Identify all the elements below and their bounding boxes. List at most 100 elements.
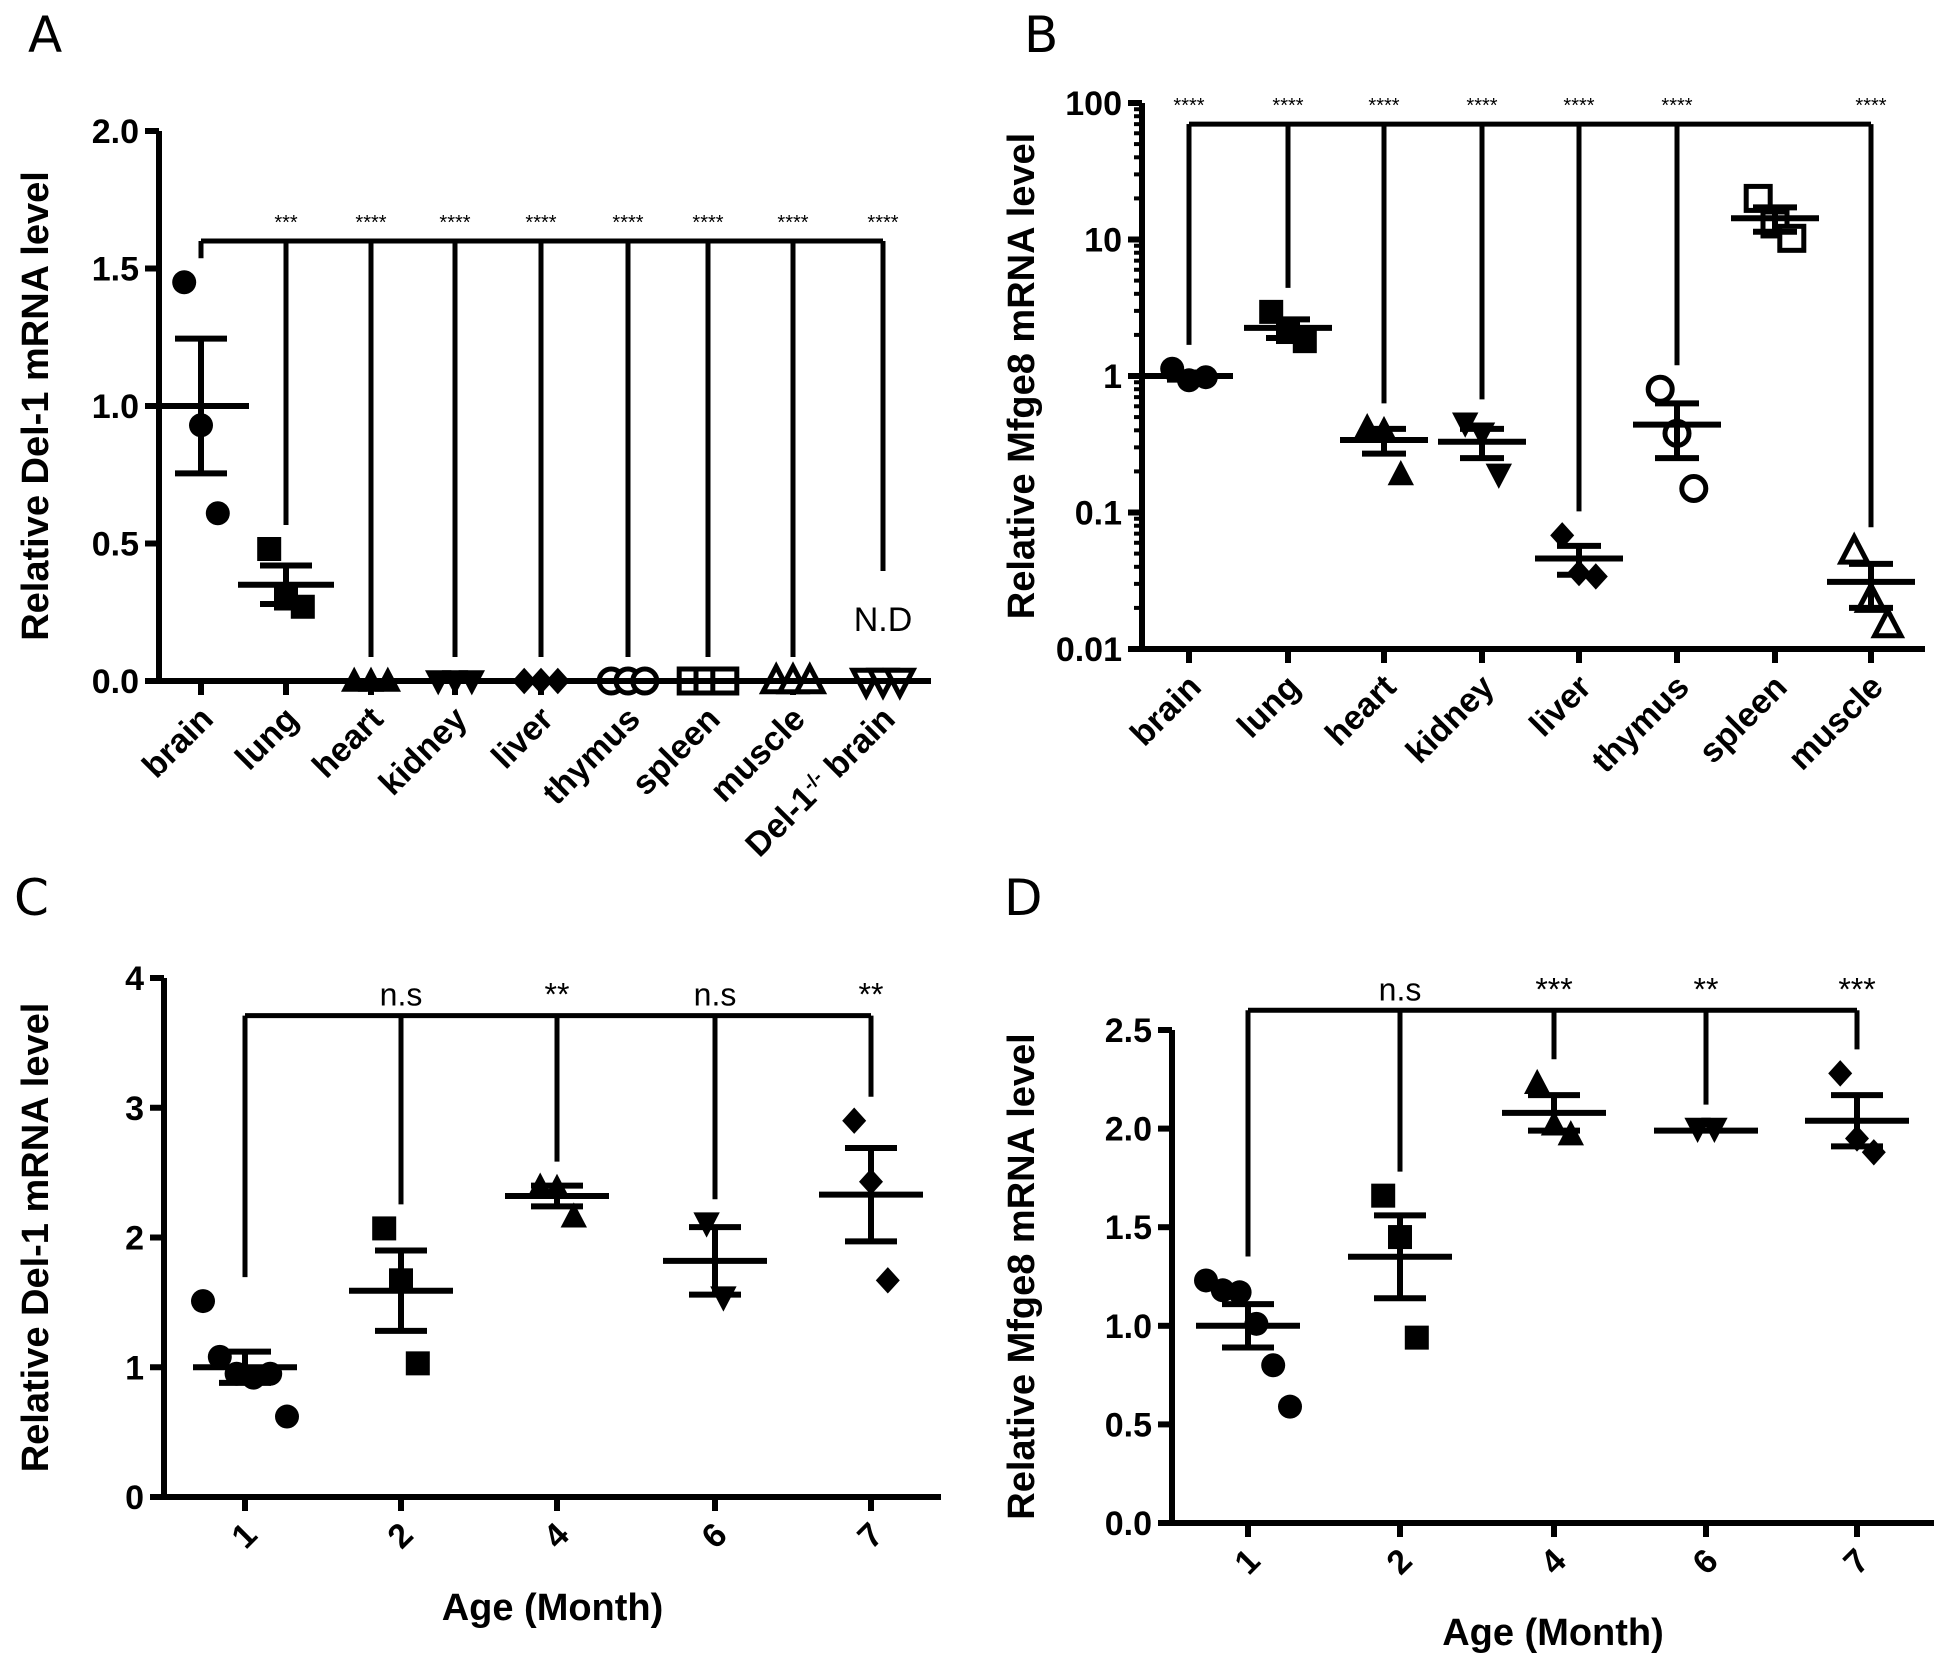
data-point-circle-open	[1645, 374, 1675, 404]
significance-label: ****	[439, 212, 470, 234]
significance-label: **	[859, 977, 884, 1013]
data-point-diamond	[875, 1267, 900, 1294]
y-tick-label: 4	[125, 960, 144, 998]
x-tick-label: thymus	[535, 700, 647, 812]
x-tick-label: lung	[228, 700, 306, 778]
y-tick-label: 3	[125, 1090, 144, 1128]
data-point-square	[405, 1351, 430, 1376]
y-tick-label: 2.5	[1105, 1012, 1152, 1050]
data-point-triangle-up	[1524, 1068, 1551, 1095]
y-axis-title: Relative Mfge8 mRNA level	[1001, 133, 1043, 619]
y-tick-label: 1.5	[92, 251, 139, 289]
x-tick-label: kidney	[1399, 668, 1502, 771]
significance-label: ****	[867, 212, 898, 234]
data-point-triangle-down	[1452, 412, 1479, 438]
panel-a-chart: 0.0 0.5 1.0 1.5 2.0 Relative Del-1 mRNA level…	[15, 113, 931, 864]
significance-label: ****	[777, 212, 808, 234]
significance-label: n.s	[694, 977, 737, 1013]
not-detected-label: N.D	[854, 601, 913, 639]
significance-label: ****	[525, 212, 556, 234]
x-tick-label: 7	[850, 1516, 890, 1556]
data-point-circle	[1261, 1353, 1286, 1378]
y-tick-label: 0	[125, 1479, 144, 1517]
x-tick-label-part: brain	[810, 700, 902, 792]
significance-label: ****	[692, 212, 723, 234]
x-tick-label: 7	[1836, 1542, 1876, 1582]
significance-label: ****	[1173, 95, 1204, 117]
panel-label-b: B	[1024, 6, 1058, 64]
data-point-diamond	[1861, 1139, 1886, 1166]
y-axis-title: Relative Del-1 mRNA level	[15, 171, 57, 641]
significance-label: **	[545, 977, 570, 1013]
panel-label-d: D	[1004, 869, 1043, 927]
data-point-square	[1404, 1325, 1429, 1350]
x-tick-label: lung	[1230, 668, 1308, 746]
y-tick-label: 2.0	[1105, 1111, 1152, 1149]
panel-c-chart: 0 1 2 3 4 Relative Del-1 mRNA level 1 2 4 6 7 Age (…	[15, 960, 941, 1629]
data-point-square	[372, 1216, 397, 1241]
y-tick-label: 1.5	[1105, 1209, 1152, 1247]
x-tick-label: brain	[135, 700, 221, 786]
significance-label: ***	[274, 212, 298, 234]
x-tick-label: spleen	[1692, 668, 1795, 771]
y-tick-label: 1	[1103, 358, 1122, 396]
data-point-square	[1292, 329, 1317, 354]
x-tick-label: 6	[694, 1516, 734, 1556]
y-tick-label: 1	[125, 1349, 144, 1387]
data-point-triangle-up	[1387, 460, 1414, 486]
x-tick-label: kidney	[372, 700, 475, 803]
x-tick-label: 1	[1227, 1542, 1267, 1582]
data-point-circle-open	[1679, 473, 1709, 503]
data-point-diamond	[842, 1107, 867, 1134]
y-tick-label: 0.0	[1105, 1505, 1152, 1543]
significance-label: n.s	[1379, 971, 1422, 1007]
x-tick-label: 2	[1379, 1542, 1419, 1582]
y-tick-label: 0.01	[1056, 631, 1122, 669]
data-point-square-open	[1743, 183, 1773, 213]
data-point-diamond	[1550, 522, 1575, 549]
significance-label: **	[1694, 971, 1719, 1007]
significance-label: ****	[1466, 95, 1497, 117]
x-tick-label: 1	[224, 1516, 264, 1556]
significance-label: ****	[355, 212, 386, 234]
significance-label: ***	[1535, 971, 1572, 1007]
x-tick-label: muscle	[1781, 668, 1891, 778]
panel-label-a: A	[28, 6, 62, 64]
x-tick-label: heart	[1318, 668, 1404, 754]
y-tick-label: 0.5	[92, 526, 139, 564]
significance-label: ****	[1855, 95, 1886, 117]
x-tick-label: 4	[1533, 1542, 1573, 1582]
data-point-triangle-down	[1485, 463, 1512, 489]
significance-label: ***	[1838, 971, 1875, 1007]
data-point-circle	[1278, 1394, 1302, 1419]
data-point-triangle-up	[1354, 413, 1381, 439]
significance-label: ****	[1368, 95, 1399, 117]
x-tick-label: thymus	[1584, 668, 1696, 780]
x-tick-label: liver	[1522, 668, 1598, 744]
data-point-circle	[275, 1404, 299, 1429]
data-point-circle	[172, 270, 197, 295]
y-tick-label: 100	[1065, 85, 1122, 123]
data-point-circle	[205, 501, 230, 526]
panel-b-chart: 0.01 0.1 1 10 100 Relative Mfge8 mRNA level br…	[1001, 85, 1925, 780]
y-tick-label: 2	[125, 1220, 144, 1258]
data-point-triangle-up	[560, 1202, 587, 1228]
y-tick-label: 10	[1084, 222, 1122, 260]
y-tick-label: 1.0	[92, 388, 139, 426]
significance-label: ****	[612, 212, 643, 234]
significance-label: ****	[1272, 95, 1303, 117]
x-tick-label: 2	[380, 1516, 420, 1556]
x-tick-label: liver	[484, 700, 560, 776]
significance-label: ****	[1661, 95, 1692, 117]
x-axis-title: Age (Month)	[442, 1587, 664, 1629]
x-tick-label: 4	[536, 1516, 576, 1556]
y-tick-label: 1.0	[1105, 1308, 1152, 1346]
y-axis-title: Relative Mfge8 mRNA level	[1001, 1033, 1043, 1519]
significance-label: ****	[1563, 95, 1594, 117]
y-tick-label: 0.1	[1075, 495, 1122, 533]
x-tick-label: brain	[1123, 668, 1209, 754]
data-point-diamond	[1828, 1060, 1853, 1087]
y-axis-title: Relative Del-1 mRNA level	[15, 1003, 57, 1473]
significance-label: n.s	[380, 977, 423, 1013]
